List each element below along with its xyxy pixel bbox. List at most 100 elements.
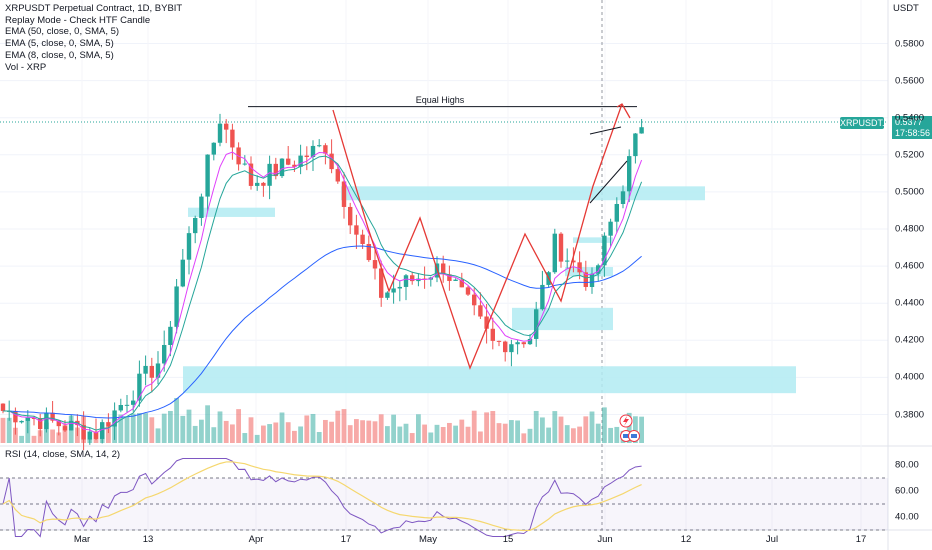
price-tick-label: 0.4200 bbox=[895, 334, 925, 346]
candle-body bbox=[149, 365, 154, 378]
volume-bar bbox=[540, 417, 545, 443]
candle-body bbox=[583, 272, 588, 287]
volume-bar bbox=[608, 427, 613, 443]
candle-body bbox=[211, 142, 216, 155]
candle-body bbox=[50, 412, 55, 421]
volume-bar bbox=[459, 419, 465, 443]
candle-body bbox=[608, 221, 613, 236]
time-tick-label: 13 bbox=[142, 534, 154, 545]
candle-body bbox=[279, 158, 285, 177]
candle-body bbox=[484, 316, 489, 329]
flag-glyph bbox=[623, 434, 629, 438]
candle-body bbox=[509, 344, 514, 353]
candle-body bbox=[62, 426, 68, 431]
price-tick-label: 0.4600 bbox=[895, 260, 925, 272]
rsi-tick-label: 40.00 bbox=[895, 511, 919, 523]
candle-body bbox=[633, 133, 638, 157]
candle-body bbox=[329, 153, 334, 170]
candle-body bbox=[242, 163, 247, 165]
candle-body bbox=[589, 273, 595, 287]
legend-title[interactable]: XRPUSDT Perpetual Contract, 1D, BYBIT bbox=[5, 3, 183, 14]
legend-replay[interactable]: Replay Mode - Check HTF Candle bbox=[5, 14, 151, 26]
price-tick-label: 0.4800 bbox=[895, 223, 925, 235]
candle-body bbox=[168, 326, 173, 345]
volume-bar bbox=[354, 419, 359, 443]
legend-ema8[interactable]: EMA (8, close, 0, SMA, 5) bbox=[5, 49, 114, 61]
volume-bar bbox=[211, 427, 217, 443]
volume-bar bbox=[186, 409, 192, 443]
candle-body bbox=[31, 417, 37, 419]
volume-bar bbox=[558, 416, 564, 443]
volume-bar bbox=[118, 414, 124, 443]
volume-bar bbox=[515, 420, 520, 443]
candles bbox=[0, 113, 644, 451]
candle-body bbox=[335, 169, 340, 182]
volume-bar bbox=[56, 432, 62, 443]
zone-box bbox=[188, 207, 275, 217]
candle-body bbox=[527, 338, 533, 345]
volume-bar bbox=[261, 425, 266, 443]
volume-bar bbox=[50, 429, 55, 443]
candle-body bbox=[515, 342, 520, 345]
volume-bar bbox=[602, 407, 607, 443]
candle-body bbox=[0, 403, 6, 412]
candle-body bbox=[596, 265, 601, 274]
equal-highs-label: Equal Highs bbox=[415, 95, 465, 105]
candle-body bbox=[273, 163, 278, 177]
countdown: 17:58:56 bbox=[895, 127, 931, 138]
time-tick-label: Apr bbox=[248, 534, 264, 545]
candle-body bbox=[137, 373, 142, 401]
time-tick-label: 15 bbox=[502, 534, 514, 545]
rsi-legend[interactable]: RSI (14, close, SMA, 14, 2) bbox=[5, 449, 121, 460]
candle-body bbox=[286, 158, 291, 165]
volume-bar bbox=[496, 423, 502, 443]
candle-body bbox=[100, 422, 105, 439]
candle-body bbox=[193, 217, 198, 234]
volume-bar bbox=[168, 410, 173, 443]
zone-box bbox=[183, 366, 796, 394]
volume-bar bbox=[533, 410, 539, 443]
zone-box bbox=[512, 307, 613, 331]
candle-body bbox=[112, 410, 117, 427]
price-tick-label: 0.5400 bbox=[895, 112, 925, 124]
legend-ema5[interactable]: EMA (5, close, 0, SMA, 5) bbox=[5, 38, 114, 50]
candle-body bbox=[534, 309, 539, 339]
volume-bar bbox=[292, 430, 297, 443]
price-tick-label: 0.3800 bbox=[895, 409, 925, 420]
volume-bar bbox=[397, 426, 403, 443]
volume-bar bbox=[626, 412, 632, 443]
time-tick-label: 17 bbox=[340, 534, 352, 545]
legend-volume[interactable]: Vol - XRP bbox=[5, 61, 47, 73]
candle-body bbox=[496, 340, 502, 342]
candle-body bbox=[131, 400, 136, 405]
wave-pattern-line bbox=[332, 103, 623, 370]
candle-body bbox=[255, 182, 260, 186]
candle-body bbox=[224, 123, 229, 130]
volume-bar bbox=[310, 413, 316, 443]
volume-bar bbox=[192, 425, 198, 443]
volume-bar bbox=[6, 417, 12, 443]
zone-box bbox=[573, 237, 613, 243]
candle-body bbox=[87, 431, 92, 440]
volume-bar bbox=[273, 422, 279, 443]
price-tick-label: 0.4400 bbox=[895, 297, 925, 309]
candle-body bbox=[298, 155, 303, 167]
volume-bar bbox=[341, 409, 347, 443]
volume-bar bbox=[106, 426, 111, 443]
volume-bar bbox=[37, 430, 43, 443]
candle-body bbox=[81, 425, 86, 440]
candle-body bbox=[540, 284, 545, 310]
candle-body bbox=[348, 206, 353, 226]
volume-bar bbox=[589, 411, 595, 443]
wedge-upper-line bbox=[589, 126, 622, 135]
volume-bar bbox=[323, 419, 328, 443]
volume-bar bbox=[527, 428, 533, 443]
zone-box bbox=[565, 267, 613, 277]
volume-bar bbox=[298, 426, 303, 443]
legend-ema50[interactable]: EMA (50, close, 0, SMA, 5) bbox=[5, 26, 120, 38]
rsi-tick-label: 80.00 bbox=[895, 459, 919, 471]
ema50-line bbox=[2, 245, 642, 419]
candle-body bbox=[69, 420, 74, 431]
volume-bar bbox=[329, 421, 334, 443]
